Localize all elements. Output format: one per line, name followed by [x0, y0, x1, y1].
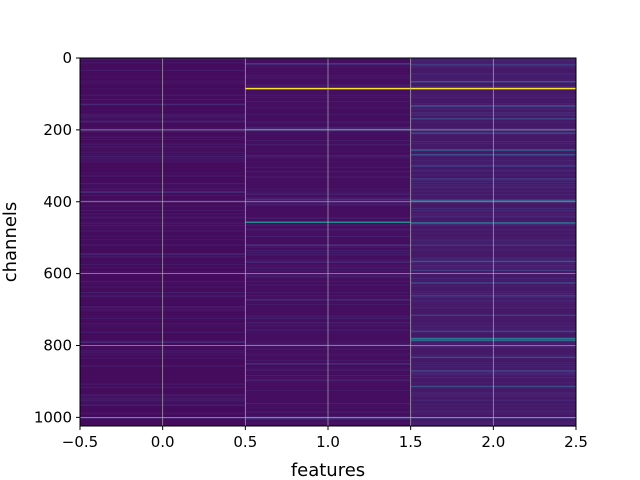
y-tick-label: 1000: [34, 408, 72, 426]
y-axis-label: channels: [0, 202, 21, 283]
x-tick-label: 2.0: [481, 433, 505, 451]
x-tick-label: 1.0: [316, 433, 340, 451]
y-tick-label: 0: [62, 49, 72, 67]
x-tick-label: 0.0: [151, 433, 175, 451]
x-tick-label: −0.5: [62, 433, 98, 451]
y-tick-label: 800: [43, 337, 72, 355]
x-tick-label: 0.5: [233, 433, 257, 451]
y-tick-label: 600: [43, 265, 72, 283]
y-axis: 0 200 400 600 800 1000: [34, 49, 80, 426]
y-tick-label: 200: [43, 121, 72, 139]
x-axis: −0.5 0.0 0.5 1.0 1.5 2.0 2.5: [62, 426, 588, 451]
x-axis-label: features: [291, 460, 365, 480]
x-tick-label: 1.5: [399, 433, 423, 451]
x-tick-label: 2.5: [564, 433, 588, 451]
y-tick-label: 400: [43, 193, 72, 211]
